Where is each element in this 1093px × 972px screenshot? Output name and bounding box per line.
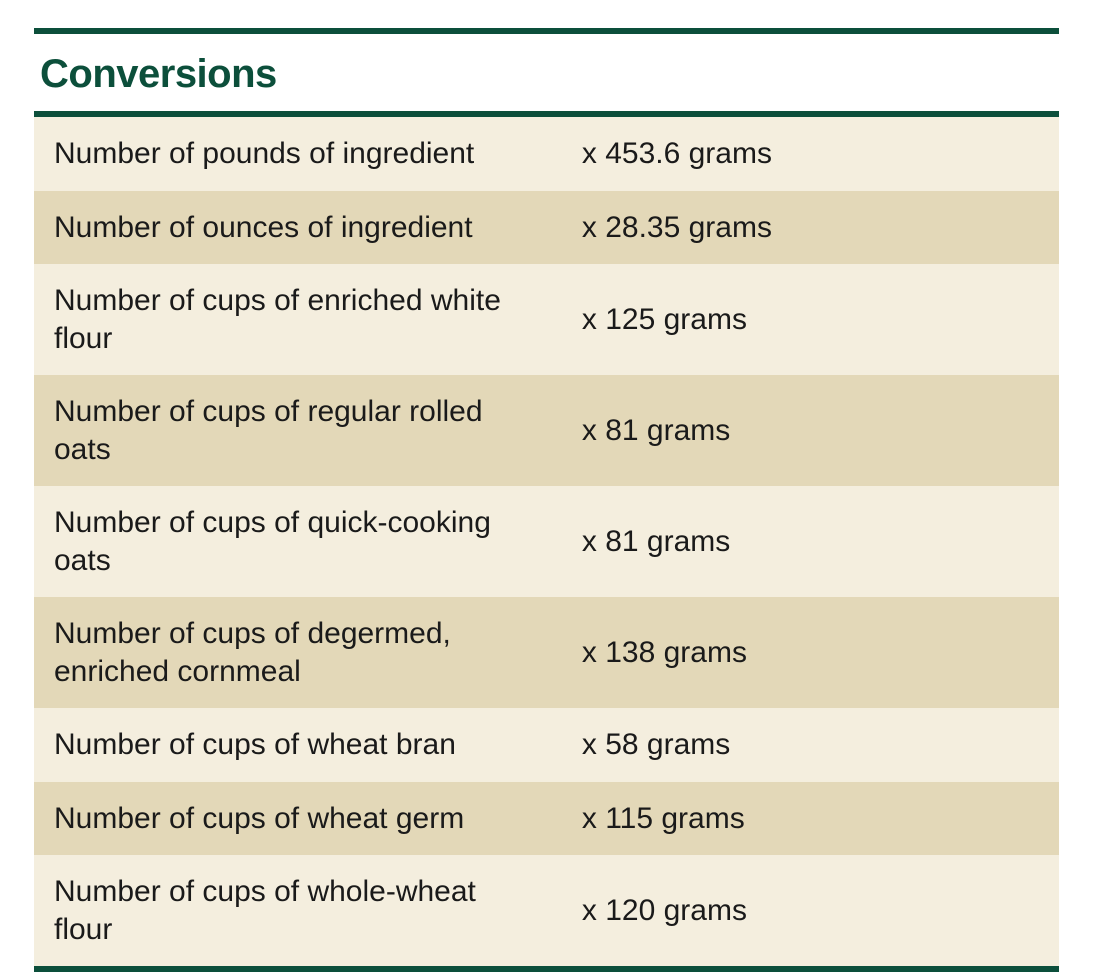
grams-cell: x 115 grams	[562, 782, 1059, 856]
grams-cell: x 58 grams	[562, 708, 1059, 782]
measure-cell: Number of cups of regular rolled oats	[34, 375, 562, 486]
bottom-rule	[34, 966, 1059, 972]
table-row: Number of cups of quick-cooking oats x 8…	[34, 486, 1059, 597]
measure-cell: Number of cups of degermed, enriched cor…	[34, 597, 562, 708]
measure-cell: Number of cups of quick-cooking oats	[34, 486, 562, 597]
grams-cell: x 125 grams	[562, 264, 1059, 375]
measure-cell: Number of ounces of ingredient	[34, 191, 562, 265]
conversions-table: Number of pounds of ingredient x 453.6 g…	[34, 117, 1059, 966]
table-row: Number of cups of degermed, enriched cor…	[34, 597, 1059, 708]
measure-cell: Number of pounds of ingredient	[34, 117, 562, 191]
grams-cell: x 453.6 grams	[562, 117, 1059, 191]
grams-cell: x 81 grams	[562, 375, 1059, 486]
table-row: Number of ounces of ingredient x 28.35 g…	[34, 191, 1059, 265]
grams-cell: x 28.35 grams	[562, 191, 1059, 265]
grams-cell: x 120 grams	[562, 855, 1059, 966]
table-title: Conversions	[34, 34, 1059, 111]
grams-cell: x 138 grams	[562, 597, 1059, 708]
table-row: Number of cups of regular rolled oats x …	[34, 375, 1059, 486]
measure-cell: Number of cups of enriched white flour	[34, 264, 562, 375]
measure-cell: Number of cups of wheat bran	[34, 708, 562, 782]
grams-cell: x 81 grams	[562, 486, 1059, 597]
table-row: Number of pounds of ingredient x 453.6 g…	[34, 117, 1059, 191]
conversions-card: Conversions Number of pounds of ingredie…	[0, 0, 1093, 972]
table-row: Number of cups of whole-wheat flour x 12…	[34, 855, 1059, 966]
measure-cell: Number of cups of wheat germ	[34, 782, 562, 856]
measure-cell: Number of cups of whole-wheat flour	[34, 855, 562, 966]
table-row: Number of cups of wheat bran x 58 grams	[34, 708, 1059, 782]
table-row: Number of cups of wheat germ x 115 grams	[34, 782, 1059, 856]
table-row: Number of cups of enriched white flour x…	[34, 264, 1059, 375]
